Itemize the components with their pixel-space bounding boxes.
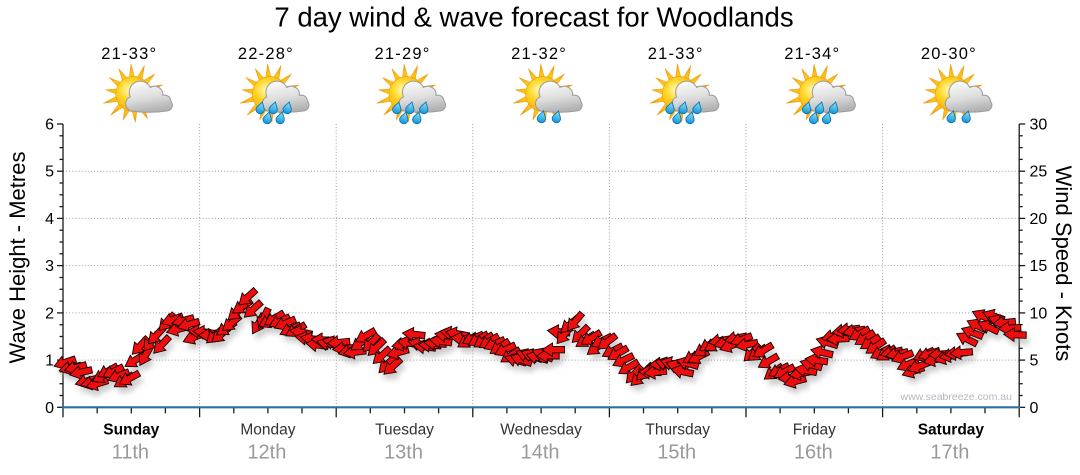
svg-text:25: 25 — [1030, 164, 1048, 181]
svg-text:Monday: Monday — [240, 422, 295, 439]
svg-text:10: 10 — [1030, 305, 1048, 322]
svg-text:16th: 16th — [794, 442, 833, 464]
svg-text:21-33°: 21-33° — [101, 45, 157, 63]
svg-text:Sunday: Sunday — [103, 422, 159, 439]
svg-text:20: 20 — [1030, 211, 1048, 228]
svg-text:Wave Height - Metres: Wave Height - Metres — [5, 152, 30, 364]
svg-text:21-34°: 21-34° — [784, 45, 840, 63]
svg-text:Friday: Friday — [793, 422, 836, 439]
svg-text:Saturday: Saturday — [918, 422, 985, 439]
svg-text:21-33°: 21-33° — [648, 45, 704, 63]
svg-text:14th: 14th — [521, 442, 560, 464]
svg-text:22-28°: 22-28° — [238, 45, 294, 63]
svg-text:12th: 12th — [247, 442, 286, 464]
svg-text:17th: 17th — [930, 442, 969, 464]
svg-text:www.seabreeze.com.au: www.seabreeze.com.au — [900, 391, 1013, 403]
svg-text:7 day wind & wave forecast for: 7 day wind & wave forecast for Woodlands — [274, 2, 793, 33]
svg-text:Tuesday: Tuesday — [375, 422, 434, 439]
svg-text:20-30°: 20-30° — [921, 45, 977, 63]
svg-text:Wind Speed - Knots: Wind Speed - Knots — [1051, 166, 1076, 362]
svg-text:0: 0 — [45, 400, 54, 417]
svg-text:4: 4 — [45, 211, 54, 228]
svg-text:30: 30 — [1030, 117, 1048, 134]
svg-text:15: 15 — [1030, 258, 1048, 275]
svg-text:15th: 15th — [657, 442, 696, 464]
svg-text:21-32°: 21-32° — [511, 45, 567, 63]
svg-text:11th: 11th — [112, 442, 149, 464]
svg-text:2: 2 — [45, 305, 54, 322]
svg-text:Thursday: Thursday — [645, 422, 710, 439]
svg-text:5: 5 — [45, 164, 54, 181]
svg-text:6: 6 — [45, 117, 54, 134]
svg-text:Wednesday: Wednesday — [500, 422, 582, 439]
svg-text:21-29°: 21-29° — [375, 45, 431, 63]
svg-text:0: 0 — [1030, 400, 1039, 417]
svg-text:1: 1 — [45, 353, 54, 370]
svg-text:5: 5 — [1030, 353, 1039, 370]
svg-text:13th: 13th — [384, 442, 423, 464]
svg-text:3: 3 — [45, 258, 54, 275]
